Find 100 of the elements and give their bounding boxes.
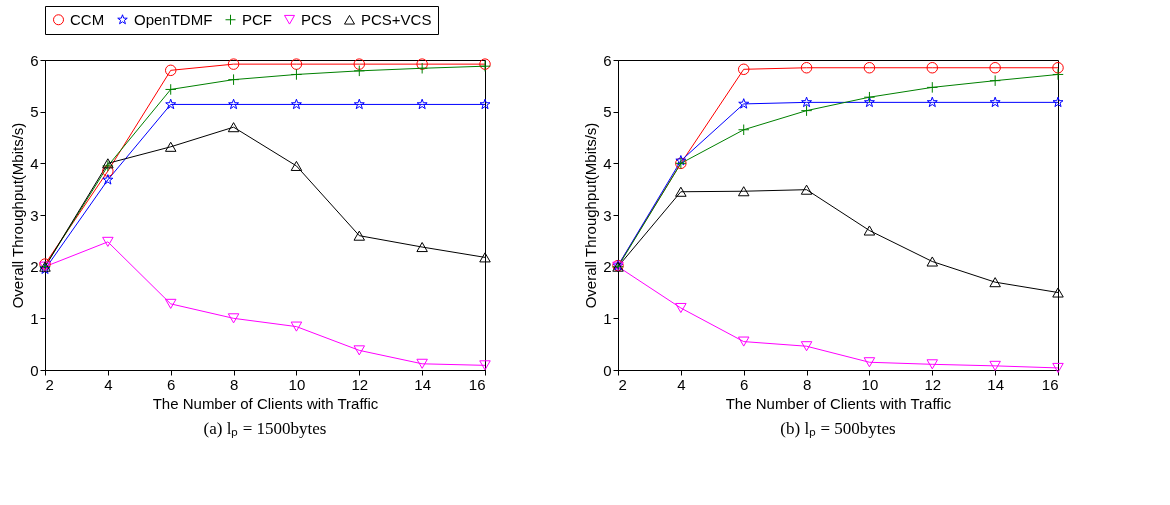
legend-label: PCS+VCS xyxy=(361,10,432,28)
point xyxy=(989,62,1001,74)
point xyxy=(479,252,491,263)
x-tick-label: 12 xyxy=(924,375,942,393)
x-tick-label: 14 xyxy=(987,375,1004,393)
point xyxy=(926,256,939,267)
x-tick-label: 2 xyxy=(618,375,627,393)
x-tick-label: 16 xyxy=(468,375,486,393)
y-tick-label: 4 xyxy=(30,154,39,172)
x-tick-label: 16 xyxy=(1041,375,1059,393)
point xyxy=(227,73,240,86)
point xyxy=(290,68,303,81)
point xyxy=(165,98,177,110)
x-tick-label: 6 xyxy=(740,375,749,393)
point xyxy=(1052,362,1064,373)
point xyxy=(989,360,1001,371)
point xyxy=(290,58,303,70)
x-axis-title: The Number of Clients with Traffic xyxy=(725,394,952,412)
y-tick-label: 4 xyxy=(603,154,612,172)
point xyxy=(290,98,302,110)
point xyxy=(1052,96,1064,108)
point xyxy=(989,74,1001,87)
point xyxy=(863,357,876,368)
point xyxy=(416,62,428,75)
point xyxy=(989,96,1001,108)
y-tick-label: 0 xyxy=(603,361,612,379)
x-tick-label: 2 xyxy=(45,375,54,393)
point xyxy=(800,184,813,195)
point xyxy=(926,81,939,94)
point xyxy=(863,62,876,74)
point xyxy=(989,277,1001,288)
point xyxy=(228,98,240,110)
point xyxy=(164,83,177,96)
y-tick-label: 1 xyxy=(30,309,39,327)
point xyxy=(737,336,750,347)
y-tick-label: 6 xyxy=(30,51,39,69)
point xyxy=(416,241,428,253)
point xyxy=(416,98,428,110)
point xyxy=(737,124,750,136)
point xyxy=(353,230,366,241)
x-tick-label: 6 xyxy=(167,375,176,393)
point xyxy=(416,58,428,70)
point xyxy=(926,96,938,108)
point xyxy=(1052,62,1064,74)
point xyxy=(863,96,875,108)
point xyxy=(800,62,813,74)
point xyxy=(926,62,939,74)
text: (a) lₚ = 1500bytes xyxy=(203,419,327,439)
point xyxy=(1052,68,1064,81)
x-axis-title: The Number of Clients with Traffic xyxy=(152,394,379,412)
point xyxy=(863,91,876,103)
point xyxy=(800,341,813,352)
y-tick-label: 3 xyxy=(30,206,39,224)
point xyxy=(353,345,366,356)
x-tick-label: 10 xyxy=(861,375,879,393)
point xyxy=(353,65,366,77)
y-tick-label: 1 xyxy=(603,309,612,327)
point xyxy=(675,302,687,314)
point xyxy=(353,98,365,110)
point xyxy=(164,141,177,152)
x-tick-label: 10 xyxy=(288,375,306,393)
point xyxy=(801,96,813,108)
point xyxy=(1052,287,1064,298)
point xyxy=(416,358,428,369)
point xyxy=(227,313,240,324)
point xyxy=(479,360,491,371)
point xyxy=(800,104,813,117)
point xyxy=(353,58,366,70)
point xyxy=(863,225,876,236)
y-tick-label: 5 xyxy=(603,103,612,121)
x-tick-label: 12 xyxy=(351,375,369,393)
y-tick-label: 2 xyxy=(603,258,612,276)
point xyxy=(290,160,303,171)
point xyxy=(737,63,750,76)
y-tick-label: 0 xyxy=(30,361,39,379)
point xyxy=(227,58,240,70)
legend-label: OpenTDMF xyxy=(134,10,213,28)
x-tick-label: 4 xyxy=(677,375,686,393)
point xyxy=(164,298,177,309)
x-tick-label: 8 xyxy=(802,375,812,393)
point xyxy=(290,321,303,332)
point xyxy=(479,98,491,110)
point xyxy=(675,186,687,197)
point xyxy=(102,174,114,185)
point xyxy=(227,122,240,133)
y-axis-title: Overall Throughput(Mbits/s) xyxy=(9,122,27,309)
point xyxy=(102,236,114,247)
legend-label: PCS xyxy=(301,10,332,28)
point xyxy=(926,359,939,370)
legend-label: CCM xyxy=(70,10,105,28)
y-tick-label: 2 xyxy=(30,258,39,276)
x-tick-label: 4 xyxy=(104,375,113,393)
point xyxy=(737,186,750,197)
legend-label: PCF xyxy=(242,10,272,28)
y-tick-label: 5 xyxy=(30,103,39,121)
x-tick-label: 8 xyxy=(229,375,239,393)
x-tick-label: 14 xyxy=(414,375,431,393)
point xyxy=(738,98,750,109)
y-axis-title: Overall Throughput(Mbits/s) xyxy=(582,122,600,309)
text: (b) lₚ = 500bytes xyxy=(780,419,896,439)
